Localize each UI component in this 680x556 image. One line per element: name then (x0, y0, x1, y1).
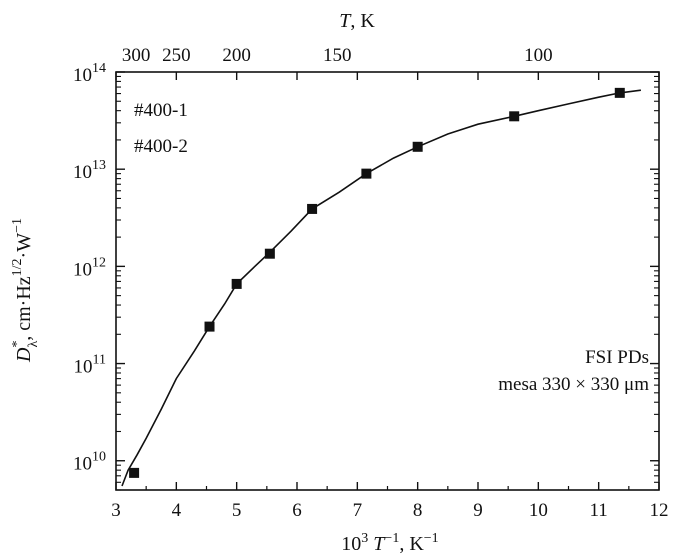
annotation-fsi-pds: FSI PDs (585, 347, 649, 368)
data-point-1 (204, 321, 215, 332)
x-tick-label-8: 11 (590, 500, 608, 521)
y-tick-label-0: 1010 (73, 450, 106, 475)
x-tick-label-3: 6 (292, 500, 302, 521)
x-axis-title: 103 T−1, K−1 (341, 531, 438, 555)
data-point-7 (509, 111, 520, 122)
y-tick-label-4: 1014 (73, 61, 106, 86)
series-line-0 (121, 89, 642, 487)
data-point-3 (264, 248, 275, 259)
x-tick-label-7: 10 (529, 500, 548, 521)
data-point-0 (129, 467, 140, 478)
y-tick-label-2: 1012 (73, 255, 106, 280)
x-axis: 3 4 5 6 7 8 9 10 11 12 (111, 72, 669, 521)
x-tick-label-9: 12 (650, 500, 669, 521)
data-point-2 (231, 278, 242, 289)
x-tick-label-6: 9 (473, 500, 483, 521)
top-tick-label-2: 200 (222, 45, 251, 66)
x-tick-label-4: 7 (353, 500, 363, 521)
top-tick-label-0: 300 (122, 45, 151, 66)
top-axis: 300 250 200 150 100 (122, 45, 553, 66)
x-tick-label-1: 4 (172, 500, 182, 521)
top-tick-label-1: 250 (162, 45, 191, 66)
x-tick-label-0: 3 (111, 500, 121, 521)
legend-entry-1: #400-1 (134, 100, 188, 121)
x-tick-label-2: 5 (232, 500, 242, 521)
data-point-5 (361, 168, 372, 179)
y-axis-title: D*λ, cm·Hz1/2·W−1 (10, 218, 41, 363)
top-tick-label-4: 100 (524, 45, 553, 66)
series-layer (121, 87, 642, 487)
top-tick-label-3: 150 (323, 45, 352, 66)
x-tick-label-5: 8 (413, 500, 423, 521)
plot-frame (115, 71, 660, 491)
data-point-8 (614, 87, 625, 98)
legend-entry-2: #400-2 (134, 136, 188, 157)
y-tick-label-3: 1013 (73, 158, 106, 183)
y-axis: 1010 1011 1012 1013 1014 (73, 61, 659, 491)
annotation-mesa: mesa 330 × 330 μm (498, 374, 649, 395)
data-point-4 (307, 203, 318, 214)
top-axis-title: T, K (339, 10, 375, 32)
y-tick-label-1: 1011 (74, 353, 106, 378)
data-point-6 (412, 141, 423, 152)
